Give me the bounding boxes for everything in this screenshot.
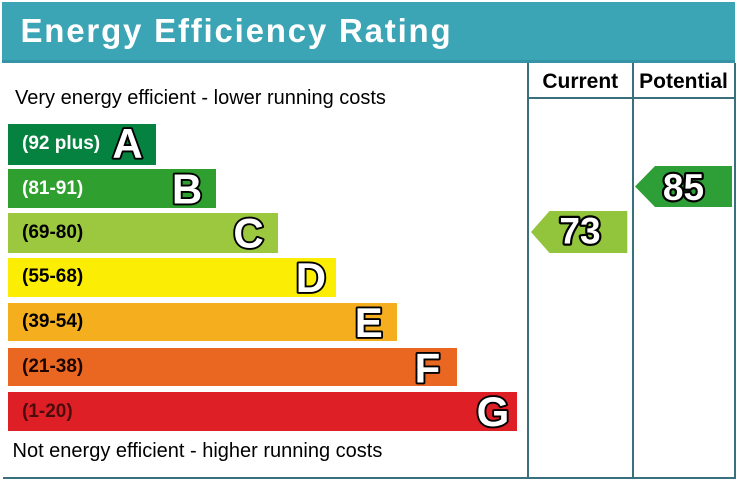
svg-text:85: 85	[663, 167, 704, 208]
svg-text:E: E	[355, 299, 383, 346]
svg-text:A: A	[112, 120, 142, 167]
svg-text:D: D	[296, 254, 326, 301]
svg-text:G: G	[477, 388, 510, 435]
svg-text:B: B	[172, 166, 202, 213]
svg-text:C: C	[233, 209, 263, 256]
svg-text:73: 73	[559, 211, 600, 252]
svg-text:F: F	[415, 344, 441, 391]
